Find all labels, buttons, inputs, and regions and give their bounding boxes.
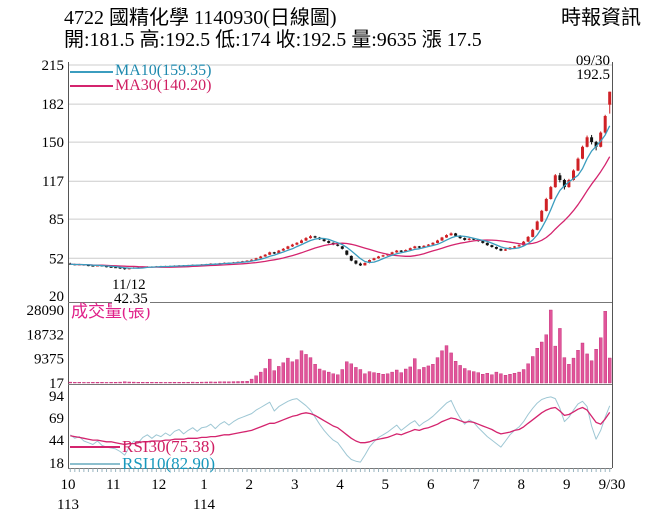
annotation-low-price: 42.35 <box>112 291 150 308</box>
year-label: 114 <box>193 497 215 513</box>
price-axis-label-tick: 117 <box>42 174 64 190</box>
month-label: 6 <box>427 477 435 493</box>
legend-rsi10: RSI10(82.90) <box>122 454 216 473</box>
price-axis-label-tick: 215 <box>42 58 65 74</box>
rsi30-legend-swatch <box>70 446 120 448</box>
month-label: 5 <box>382 477 390 493</box>
price-axis-label: 215 182 150 117 85 52 20 <box>42 58 65 305</box>
rsi-axis-label-tick: 18 <box>49 456 64 472</box>
month-label: 3 <box>291 477 299 493</box>
annotation-last-date: 09/30 <box>575 53 610 69</box>
rsi-axis-label-tick: 94 <box>49 389 65 405</box>
legend-rsi30: RSI30(75.38) <box>122 437 216 456</box>
year-label: 113 <box>57 497 79 513</box>
month-label: 1 <box>200 477 208 493</box>
x-axis-ticks <box>69 468 611 472</box>
ma10-legend-swatch <box>70 71 113 73</box>
volume-axis-label-tick: 17 <box>49 376 65 392</box>
volume-axis-label-tick: 9375 <box>34 352 64 368</box>
price-axis-label-tick: 20 <box>49 289 64 305</box>
moving-average-lines <box>70 125 611 269</box>
ma30-legend-swatch <box>70 85 113 87</box>
rsi-axis-label-tick: 44 <box>49 433 65 449</box>
month-label: 10 <box>61 477 76 493</box>
month-label: 9/30 <box>599 477 626 493</box>
month-label: 12 <box>151 477 166 493</box>
price-axis-label-tick: 85 <box>49 212 64 228</box>
price-axis-label-tick: 52 <box>49 251 64 267</box>
volume-bars <box>68 309 612 384</box>
rsi-axis-label: 94 69 44 18 <box>49 389 65 472</box>
volume-axis-label-tick: 18732 <box>27 327 65 343</box>
data-source-label: 時報資訊 <box>561 7 641 29</box>
volume-axis-label: 28090 18732 9375 17 <box>27 303 65 392</box>
page-title: 4722 國精化學 1140930(日線圖) <box>64 7 337 29</box>
volume-axis-label-tick: 28090 <box>27 303 65 319</box>
ohlc-summary: 開:181.5 高:192.5 低:174 收:192.5 量:9635 漲 1… <box>64 29 482 51</box>
rsi-axis-label-tick: 69 <box>49 411 64 427</box>
month-label: 2 <box>246 477 254 493</box>
rsi10-legend-swatch <box>70 463 120 465</box>
price-gridlines <box>68 64 612 259</box>
month-label: 7 <box>472 477 480 493</box>
annotation-low-date: 11/12 <box>112 277 146 293</box>
legend-ma30: MA30(140.20) <box>115 77 212 94</box>
month-label: 8 <box>518 477 526 493</box>
legend-ma10: MA10(159.35) <box>115 62 212 79</box>
annotation-last-price: 192.5 <box>576 67 610 83</box>
rsi-lines <box>69 396 611 463</box>
price-axis-label-tick: 150 <box>42 135 65 151</box>
month-label: 9 <box>563 477 571 493</box>
pane-borders <box>68 62 613 469</box>
month-label: 11 <box>106 477 120 493</box>
month-label: 4 <box>336 477 344 493</box>
price-axis-label-tick: 182 <box>42 97 65 113</box>
